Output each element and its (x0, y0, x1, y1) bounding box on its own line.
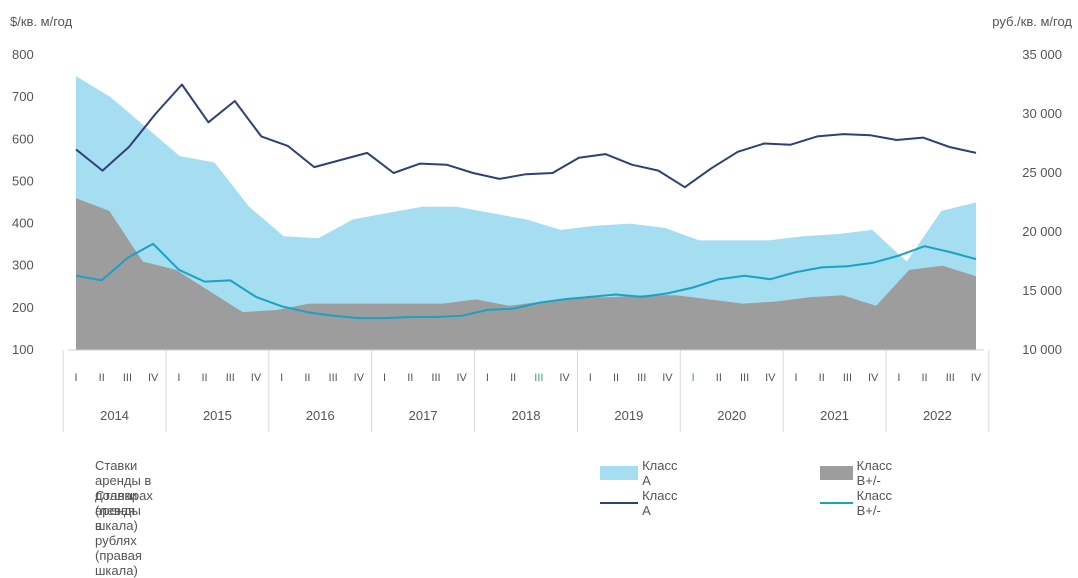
quarter-tick-label: II (510, 372, 516, 384)
line-series-class-b (75, 242, 977, 320)
area-series-class-a (76, 76, 976, 350)
quarter-tick-label: I (486, 372, 489, 384)
quarter-tick-label: IV (251, 372, 262, 384)
year-label: 2018 (512, 408, 541, 423)
legend-area-b: Класс B+/- (820, 458, 903, 488)
quarter-tick-label: III (534, 372, 543, 384)
right-tick-label: 10 000 (1022, 342, 1062, 357)
legend-line-b-label: Класс B+/- (856, 488, 892, 518)
quarter-tick-label: IV (971, 372, 982, 384)
quarter-tick-label: III (843, 372, 852, 384)
left-tick-label: 300 (12, 258, 34, 273)
quarter-tick-label: II (99, 372, 105, 384)
quarter-tick-label: I (794, 372, 797, 384)
right-tick-label: 30 000 (1022, 106, 1062, 121)
quarter-tick-label: I (177, 372, 180, 384)
legend-ruble-caption: Ставки аренды в рублях (правая шкала) (95, 488, 142, 578)
left-tick-label: 400 (12, 216, 34, 231)
area-series-class-b (76, 198, 976, 350)
quarter-tick-label: IV (148, 372, 159, 384)
left-tick-label: 100 (12, 342, 34, 357)
quarter-tick-label: III (431, 372, 440, 384)
legend-area-a-label: Класс A (642, 458, 678, 488)
legend-line-a-label: Класс A (642, 488, 678, 518)
left-tick-labels: 800 700 600 500 400 300 200 100 (12, 47, 34, 357)
year-label: 2021 (820, 408, 849, 423)
right-tick-label: 25 000 (1022, 165, 1062, 180)
quarter-tick-label: II (716, 372, 722, 384)
quarter-tick-label: III (740, 372, 749, 384)
right-tick-label: 20 000 (1022, 224, 1062, 239)
line-series-class-a (75, 83, 977, 189)
x-axis: I II III IV I II III IV I II III IV I II III IV I II III IV… (62, 349, 990, 432)
legend-ruble-caption-row: Ставки аренды в рублях (правая шкала) (95, 488, 142, 578)
year-label: 2014 (100, 408, 129, 423)
left-tick-label: 500 (12, 173, 34, 188)
rent-rates-chart: $/кв. м/год руб./кв. м/год 800 700 600 500 4… (10, 14, 1072, 432)
quarter-tick-label: IV (868, 372, 879, 384)
quarter-tick-label: I (280, 372, 283, 384)
quarter-tick-label: II (819, 372, 825, 384)
legend-swatch-line-b (820, 502, 853, 504)
quarter-tick-label: II (304, 372, 310, 384)
quarter-tick-label: IV (765, 372, 776, 384)
legend-swatch-area-b (820, 466, 853, 480)
quarter-tick-label: III (637, 372, 646, 384)
year-label: 2020 (717, 408, 746, 423)
quarter-tick-label: II (613, 372, 619, 384)
year-label: 2017 (409, 408, 438, 423)
quarter-tick-label: IV (662, 372, 673, 384)
year-label: 2015 (203, 408, 232, 423)
right-tick-label: 35 000 (1022, 47, 1062, 62)
quarter-tick-label: I (692, 372, 695, 384)
quarter-tick-label: I (74, 372, 77, 384)
left-axis-label: $/кв. м/год (10, 14, 73, 29)
quarter-tick-label: III (123, 372, 132, 384)
quarter-tick-label: IV (354, 372, 365, 384)
legend-line-a: Класс A (600, 488, 683, 518)
left-tick-label: 700 (12, 89, 34, 104)
quarter-tick-label: I (589, 372, 592, 384)
quarter-tick-label: III (226, 372, 235, 384)
quarter-tick-label: II (202, 372, 208, 384)
year-label: 2022 (923, 408, 952, 423)
right-axis-label: руб./кв. м/год (992, 14, 1072, 29)
legend-area-b-label: Класс B+/- (856, 458, 892, 488)
quarter-tick-label: I (383, 372, 386, 384)
left-tick-label: 200 (12, 300, 34, 315)
quarter-tick-label: II (922, 372, 928, 384)
left-tick-label: 600 (12, 131, 34, 146)
right-tick-label: 15 000 (1022, 283, 1062, 298)
right-tick-labels: 35 000 30 000 25 000 20 000 15 000 10 000 (1022, 47, 1062, 357)
area-layer (76, 76, 976, 350)
legend-swatch-area-a (600, 466, 639, 480)
quarter-tick-label: III (946, 372, 955, 384)
legend-area-a: Класс A (600, 458, 683, 488)
legend-swatch-line-a (600, 502, 639, 504)
left-tick-label: 800 (12, 47, 34, 62)
quarter-tick-label: IV (457, 372, 468, 384)
quarter-tick-label: I (897, 372, 900, 384)
quarter-tick-label: IV (559, 372, 570, 384)
year-label: 2019 (614, 408, 643, 423)
year-label: 2016 (306, 408, 335, 423)
line-layer (75, 83, 977, 320)
legend-line-b: Класс B+/- (820, 488, 903, 518)
quarter-tick-label: II (407, 372, 413, 384)
quarter-tick-label: III (329, 372, 338, 384)
